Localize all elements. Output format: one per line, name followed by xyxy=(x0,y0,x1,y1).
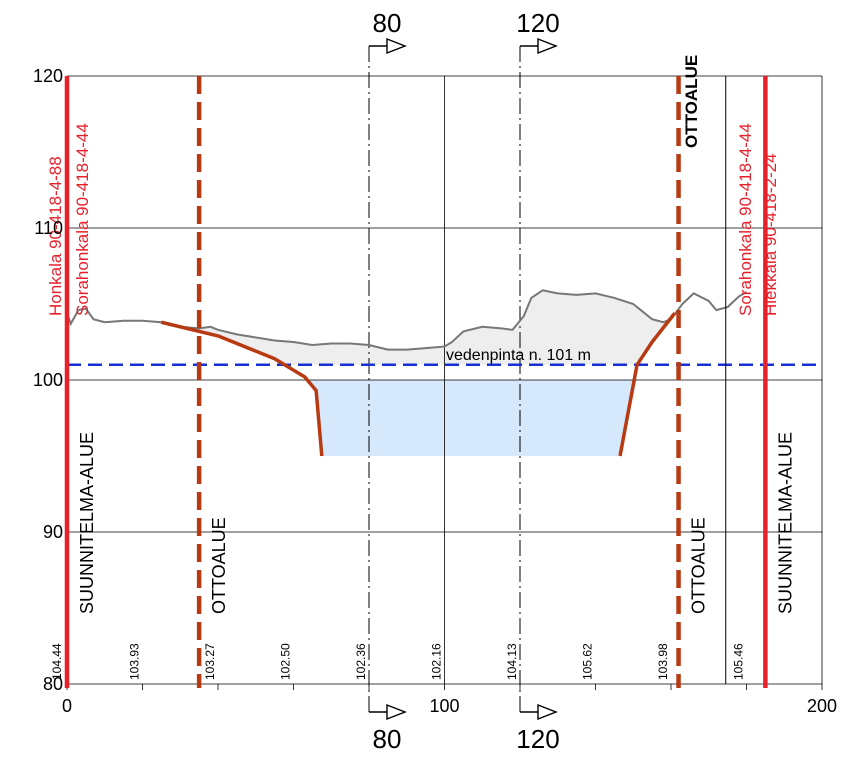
left-red-label-1: Honkala 90-418-4-88 xyxy=(46,156,65,316)
elevation-label: 102.36 xyxy=(354,643,368,680)
boundary-label: OTTOALUE xyxy=(209,517,229,614)
y-tick-label: 100 xyxy=(33,370,63,390)
elevation-label: 103.27 xyxy=(203,643,217,680)
ground-fill xyxy=(161,290,675,365)
section-label-bottom: 120 xyxy=(516,724,559,754)
section-arrow-head xyxy=(537,37,558,55)
y-tick-label: 110 xyxy=(34,218,63,238)
x-tick-label: 100 xyxy=(429,696,459,716)
elevation-label: 103.98 xyxy=(656,643,670,680)
section-arrow-head xyxy=(386,37,407,55)
ground-profile-line xyxy=(66,289,748,351)
section-label-top: 80 xyxy=(373,8,402,38)
boundary-label: SUUNNITELMA-ALUE xyxy=(775,432,795,614)
right-red-label-2: Hiekkala 90-418-2-24 xyxy=(761,153,780,316)
section-arrow-head xyxy=(386,703,407,721)
elevation-label: 102.50 xyxy=(279,643,293,680)
excavation-right-line xyxy=(618,312,677,457)
grid-layer xyxy=(66,75,823,690)
boundary-label: SUUNNITELMA-ALUE xyxy=(77,432,97,614)
elevation-label: 104.13 xyxy=(505,643,519,680)
elevation-label: 102.16 xyxy=(430,643,444,680)
boundary-label: OTTOALUE xyxy=(689,517,709,614)
elevation-label: 104.44 xyxy=(50,643,64,680)
text-layer: Honkala 90-418-4-88 Sorahonkala 90-418-4… xyxy=(33,8,837,754)
y-tick-label: 120 xyxy=(33,66,63,86)
water-level-label: vedenpinta n. 101 m xyxy=(446,347,591,364)
right-red-label-1: Sorahonkala 90-418-4-44 xyxy=(736,123,755,316)
fill-layer xyxy=(161,290,675,456)
elevation-label: 103.93 xyxy=(128,643,142,680)
left-red-label-2: Sorahonkala 90-418-4-44 xyxy=(73,123,92,316)
elevation-label: 105.62 xyxy=(581,643,595,680)
lines-layer xyxy=(64,37,822,721)
top-ottoalue-label: OTTOALUE xyxy=(682,55,701,148)
excavation-left-line xyxy=(160,320,324,457)
section-arrow-head xyxy=(537,703,558,721)
section-label-top: 120 xyxy=(516,8,559,38)
x-tick-label: 0 xyxy=(62,696,72,716)
y-tick-label: 80 xyxy=(43,674,63,694)
x-tick-label: 200 xyxy=(807,696,837,716)
water-body xyxy=(284,380,638,456)
elevation-label: 105.46 xyxy=(732,643,746,680)
y-tick-label: 90 xyxy=(43,522,63,542)
section-label-bottom: 80 xyxy=(373,724,402,754)
